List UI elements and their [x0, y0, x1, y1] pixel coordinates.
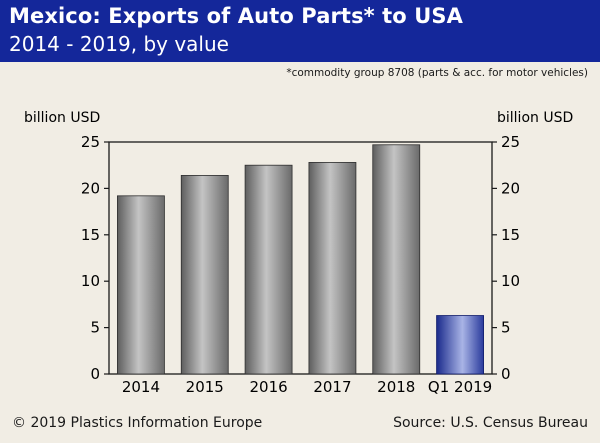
bar-q1-2019 [436, 315, 484, 375]
y-tick-label-right: 5 [501, 319, 511, 337]
x-category-label: 2017 [313, 378, 351, 396]
y-tick-label-right: 25 [501, 133, 520, 151]
source-text: Source: U.S. Census Bureau [393, 415, 588, 431]
x-category-label: Q1 2019 [428, 378, 492, 396]
bar-2018 [372, 144, 421, 375]
x-category-label: 2016 [249, 378, 287, 396]
y-tick-label-left: 5 [90, 319, 100, 337]
y-tick-label-right: 15 [501, 226, 520, 244]
bar-2014 [117, 195, 165, 375]
x-category-label: 2015 [186, 378, 224, 396]
header-banner: Mexico: Exports of Auto Parts* to USA 20… [0, 0, 600, 62]
x-category-label: 2018 [377, 378, 415, 396]
bar-2017 [308, 162, 357, 375]
y-tick-label-left: 0 [90, 365, 100, 383]
chart-subtitle: 2014 - 2019, by value [9, 32, 229, 56]
y-tick-label-right: 0 [501, 365, 511, 383]
plot-area: 0 0 5 5 10 10 15 15 20 20 25 25 2014 2015 2016 2017 2018… [81, 133, 520, 396]
y-axis-label-left: billion USD [24, 110, 100, 126]
copyright-text: © 2019 Plastics Information Europe [12, 415, 263, 431]
plot-frame [108, 141, 493, 375]
x-category-label: 2014 [122, 378, 160, 396]
y-tick-label-right: 20 [501, 179, 520, 197]
y-tick-label-left: 20 [81, 179, 100, 197]
footnote: *commodity group 8708 (parts & acc. for … [286, 67, 588, 79]
y-axis-label-right: billion USD [497, 110, 573, 126]
bar-2015 [180, 175, 229, 375]
y-tick-label-left: 15 [81, 226, 100, 244]
y-tick-label-left: 10 [81, 272, 100, 290]
y-tick-label-left: 25 [81, 133, 100, 151]
chart-title: Mexico: Exports of Auto Parts* to USA [9, 4, 463, 28]
y-tick-label-right: 10 [501, 272, 520, 290]
bar-2016 [244, 164, 293, 375]
